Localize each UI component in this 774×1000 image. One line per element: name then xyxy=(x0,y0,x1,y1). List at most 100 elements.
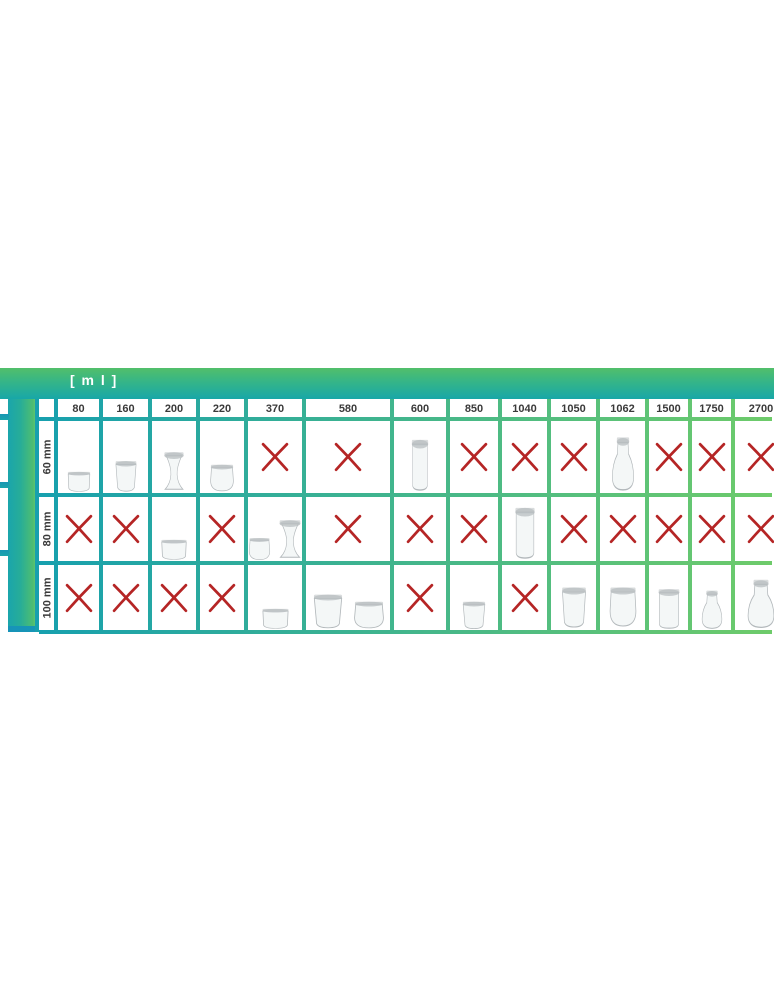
column-header-850: 850 xyxy=(448,399,500,419)
x-mark-icon xyxy=(62,581,96,615)
matrix-cell[interactable] xyxy=(500,419,549,495)
jar-icon xyxy=(258,606,293,632)
matrix-cell[interactable] xyxy=(448,419,500,495)
matrix-cell[interactable] xyxy=(733,495,774,563)
unit-banner: [ m l ] xyxy=(0,368,774,399)
row-header-60-mm: 60 mm xyxy=(39,419,56,495)
row-header-label: 100 mm xyxy=(41,577,54,618)
jar-icon xyxy=(409,433,431,495)
matrix-cell[interactable] xyxy=(56,563,101,632)
column-header-label: 2700 xyxy=(748,403,774,415)
matrix-cell[interactable] xyxy=(647,495,690,563)
column-header-label: 1062 xyxy=(610,403,635,415)
matrix-cell[interactable] xyxy=(448,563,500,638)
matrix-cell[interactable] xyxy=(304,495,392,563)
matrix-cell[interactable] xyxy=(304,563,392,638)
matrix-cell[interactable] xyxy=(598,495,647,563)
grid-line-vertical xyxy=(596,399,600,632)
grid-line-horizontal xyxy=(39,630,772,634)
jar-icon xyxy=(112,457,140,495)
matrix-cell[interactable] xyxy=(690,495,733,563)
matrix-cell[interactable] xyxy=(392,563,448,632)
rail-tab-mid2 xyxy=(0,550,9,556)
matrix-cell[interactable] xyxy=(733,419,774,495)
jar-icon xyxy=(276,515,304,563)
grid-line-vertical xyxy=(99,399,103,632)
x-mark-icon xyxy=(557,512,591,546)
matrix-cell[interactable] xyxy=(150,563,198,632)
matrix-cell[interactable] xyxy=(101,495,150,563)
matrix-cell[interactable] xyxy=(733,563,774,638)
jar-icon xyxy=(699,586,725,632)
rail-tab-mid1 xyxy=(0,482,9,488)
jar-icon xyxy=(161,447,187,495)
x-mark-icon xyxy=(331,512,365,546)
x-mark-icon xyxy=(695,512,729,546)
jar-icon xyxy=(207,461,237,495)
matrix-cell[interactable] xyxy=(56,419,101,501)
column-header-label: 370 xyxy=(265,403,285,415)
column-header-label: 850 xyxy=(464,403,484,415)
row-header-label: 60 mm xyxy=(41,439,54,475)
grid-line-vertical xyxy=(244,399,248,632)
matrix-cell[interactable] xyxy=(500,563,549,632)
matrix-cell[interactable] xyxy=(647,563,690,638)
matrix-cell[interactable] xyxy=(500,495,549,569)
grid-line-vertical xyxy=(302,399,306,632)
column-header-label: 160 xyxy=(116,403,135,415)
matrix-cell[interactable] xyxy=(246,563,304,638)
column-header-label: 580 xyxy=(338,403,358,415)
column-header-label: 1500 xyxy=(656,403,681,415)
jar-icon xyxy=(558,582,590,632)
matrix-cell[interactable] xyxy=(549,495,598,563)
matrix-cell[interactable] xyxy=(598,563,647,638)
jar-icon xyxy=(606,582,640,632)
column-header-160: 160 xyxy=(101,399,150,419)
column-header-label: 220 xyxy=(212,403,232,415)
grid-line-vertical xyxy=(688,399,692,632)
column-header-2700: 2700 xyxy=(733,399,774,419)
matrix-cell[interactable] xyxy=(598,419,647,501)
matrix-cell[interactable] xyxy=(690,419,733,495)
matrix-cell[interactable] xyxy=(198,563,246,632)
matrix-cell[interactable] xyxy=(549,563,598,638)
matrix-cell[interactable] xyxy=(549,419,598,495)
matrix-cell[interactable] xyxy=(246,495,304,569)
x-mark-icon xyxy=(205,581,239,615)
jar-icon xyxy=(744,574,774,632)
matrix-cell[interactable] xyxy=(101,419,150,501)
matrix-cell[interactable] xyxy=(647,419,690,495)
column-header-label: 1040 xyxy=(512,403,537,415)
column-header-220: 220 xyxy=(198,399,246,419)
matrix-cell[interactable] xyxy=(198,419,246,501)
matrix-cell[interactable] xyxy=(246,419,304,495)
x-mark-icon xyxy=(62,512,96,546)
matrix-cell[interactable] xyxy=(304,419,392,495)
x-mark-icon xyxy=(744,512,774,546)
left-gradient-rail xyxy=(8,399,39,631)
jar-icon xyxy=(157,537,191,563)
column-header-label: 1750 xyxy=(699,403,724,415)
x-mark-icon xyxy=(557,440,591,474)
x-mark-icon xyxy=(205,512,239,546)
matrix-cell[interactable] xyxy=(56,495,101,563)
column-header-1050: 1050 xyxy=(549,399,598,419)
column-header-label: 200 xyxy=(164,403,184,415)
jar-icon xyxy=(609,431,637,495)
matrix-cell[interactable] xyxy=(150,495,198,569)
matrix-cell[interactable] xyxy=(690,563,733,638)
matrix-cell[interactable] xyxy=(198,495,246,563)
column-header-label: 1050 xyxy=(561,403,586,415)
x-mark-icon xyxy=(744,440,774,474)
x-mark-icon xyxy=(331,440,365,474)
matrix-cell[interactable] xyxy=(392,495,448,563)
column-header-1500: 1500 xyxy=(647,399,690,419)
jar-compatibility-matrix: [ m l ] 80 160 200 220 370 580 600 850 1040 1050 1… xyxy=(0,368,774,638)
matrix-cell[interactable] xyxy=(448,495,500,563)
matrix-cell[interactable] xyxy=(392,419,448,501)
matrix-cell[interactable] xyxy=(101,563,150,632)
x-mark-icon xyxy=(652,440,686,474)
x-mark-icon xyxy=(109,512,143,546)
column-header-600: 600 xyxy=(392,399,448,419)
matrix-cell[interactable] xyxy=(150,419,198,501)
